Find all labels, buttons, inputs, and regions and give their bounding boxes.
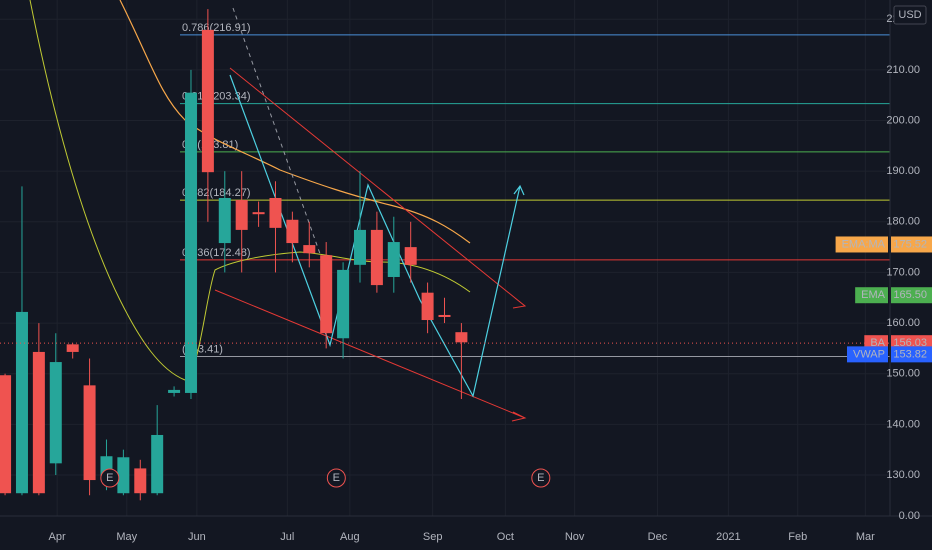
event-marker [326,468,346,488]
price-badge [891,346,932,363]
y-tick-label: 210.00 [886,64,920,76]
x-tick-label: Mar [856,531,875,543]
x-tick-label: Jun [188,531,206,543]
price-badge [891,287,932,304]
currency: USD [898,9,921,21]
price-badge-label: 156.03 [893,337,927,349]
candle-body [66,344,79,352]
x-tick-label: Sep [423,531,443,543]
fib-label: 0.786(216.91) [182,22,251,34]
x-tick-label: May [116,531,137,543]
trend-line-upper [229,67,527,309]
ema-ma-line [119,0,471,244]
badge-name: BA [870,337,885,349]
candle-body [134,468,147,494]
event-label: E [106,472,113,484]
candle-body [184,92,197,393]
x-tick-label: Apr [49,531,66,543]
badge-name: VWAP [853,348,885,360]
badge-name-bg [835,236,888,253]
badge-name: EMA:MA [842,238,886,250]
x-tick-label: Nov [565,531,585,543]
dashed-line [232,7,331,283]
badge-name: EMA [861,289,886,301]
candle-body [15,311,28,494]
candle-body [404,247,417,265]
candle-body [83,385,96,481]
event-marker [531,468,551,488]
event-label: E [537,472,544,484]
candle-body [303,245,316,254]
price-badge [891,236,932,253]
candle-body [218,197,231,244]
fib-label: 0.618(203.34) [182,91,251,103]
candle-body [269,197,282,228]
fib-label: 0.382(184.27) [182,187,251,199]
event-label: E [333,472,340,484]
y-tick-label: 140.00 [886,418,920,430]
candle-body [353,229,366,265]
currency-box [893,5,927,25]
candle-body [168,389,181,393]
candle-body [421,292,434,321]
candle-body [252,212,265,215]
price-badges: EMA:MA 175.52 EMA 165.50 BA 156.03 VWAP 153.82 [0,236,932,363]
fib-levels: 0.786(216.91)0.618(203.34)0.5(193.81)0.3… [180,22,890,357]
candle-body [455,332,468,343]
candle-body [201,29,214,173]
candle-body [370,229,383,286]
candle-body [235,200,248,230]
candle-body [117,457,130,494]
y-tick-label: 200.00 [886,114,920,126]
candle-body [438,314,451,317]
price-badge-label: 153.82 [893,348,927,360]
y-tick-label: 160.00 [886,317,920,329]
candle-body [32,351,45,494]
y-tick-label: 170.00 [886,266,920,278]
candle-body [286,219,299,244]
y-tick-label: 150.00 [886,368,920,380]
candle-body [337,269,350,339]
y-tick-label: 190.00 [886,165,920,177]
x-tick-label: 2021 [716,531,740,543]
candle-body [0,375,12,494]
badge-name-bg [847,346,888,363]
badge-name-bg [855,287,888,304]
axis-floor-label: 0.00 [899,510,920,522]
x-tick-label: Aug [340,531,360,543]
candle-body [387,242,400,277]
candle-body [320,255,333,334]
x-tick-label: Oct [497,531,514,543]
fib-label: 0.236(172.48) [182,247,251,259]
price-badge-label: 165.50 [893,289,927,301]
y-tick-label: 130.00 [886,469,920,481]
price-badge-label: 175.52 [893,238,927,250]
event-marker [100,468,120,488]
y-tick-label: 180.00 [886,216,920,228]
candle-body [49,362,62,464]
x-tick-label: Dec [648,531,668,543]
candle-body [151,434,164,494]
x-tick-label: Feb [788,531,807,543]
x-tick-label: Jul [280,531,294,543]
